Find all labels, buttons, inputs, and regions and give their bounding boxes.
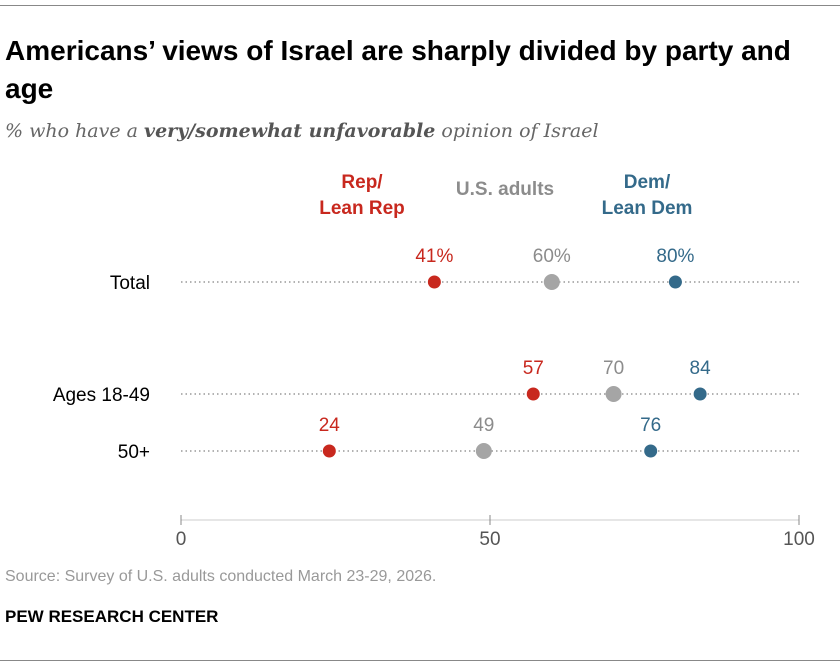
data-point [322,444,336,458]
data-label: 60% [533,246,571,267]
chart-title: Americans’ views of Israel are sharply d… [5,35,791,104]
data-label: 49 [473,415,494,436]
data-label: 80% [656,246,694,267]
data-point [543,274,560,290]
data-point [475,443,492,459]
chart-subtitle: % who have a very/somewhat unfavorable o… [5,120,599,142]
brand-logo-text: PEW RESEARCH CENTER [5,607,219,626]
x-tick-label: 0 [176,529,187,550]
data-point [668,275,682,289]
bottom-rule [0,660,840,661]
legend-entry: Rep/Lean Rep [319,172,405,219]
legend-entry: Dem/Lean Dem [602,172,693,219]
data-label: 57 [523,358,544,379]
category-label: Total [110,273,150,294]
data-label: 70 [603,358,624,379]
subtitle-pre: % who have a [5,120,145,142]
category-label: Ages 18-49 [53,385,150,406]
legend-entry: U.S. adults [456,179,554,200]
data-point [427,275,441,289]
data-label: 24 [319,415,341,436]
category-label: 50+ [118,442,150,463]
data-label: 41% [415,246,453,267]
data-label: 76 [640,415,661,436]
data-point [605,386,622,402]
data-point [644,444,658,458]
subtitle-bold: very/somewhat unfavorable [144,120,436,142]
data-point [693,387,707,401]
x-tick-label: 100 [783,529,815,550]
subtitle-post: opinion of Israel [435,120,599,142]
x-tick-label: 50 [479,529,500,550]
source-note: Source: Survey of U.S. adults conducted … [5,568,437,585]
data-label: 84 [690,358,712,379]
top-rule [0,5,840,6]
data-point [526,387,540,401]
